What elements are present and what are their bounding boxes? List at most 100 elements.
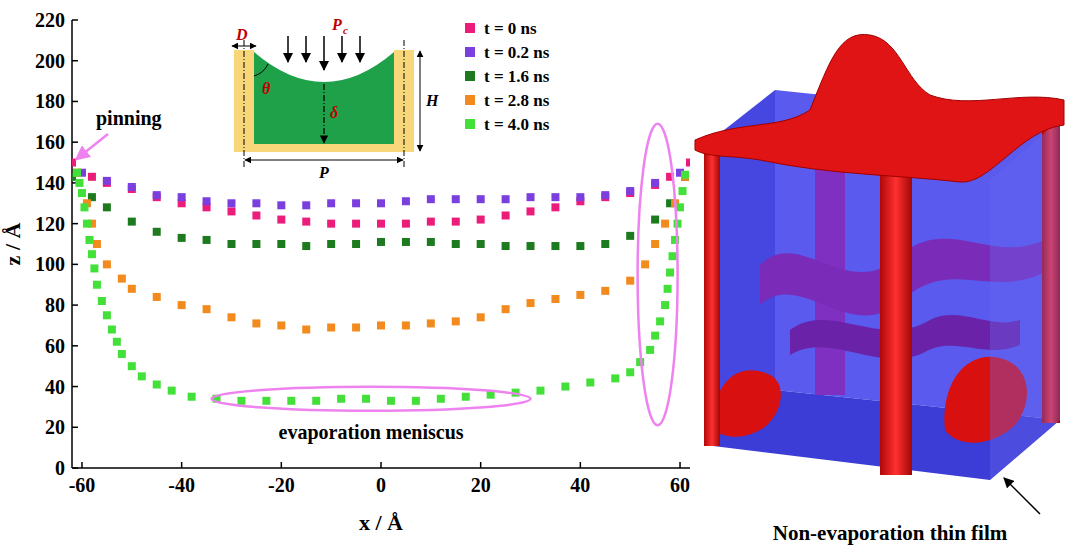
point (262, 397, 270, 405)
point (651, 240, 659, 248)
point (113, 338, 121, 346)
y-tick-label: 140 (35, 172, 65, 194)
point (664, 285, 672, 293)
series (73, 169, 689, 405)
point (203, 236, 211, 244)
point (576, 193, 584, 201)
point (85, 236, 93, 244)
point (83, 220, 91, 228)
point (352, 220, 360, 228)
point (227, 313, 235, 321)
point (452, 195, 460, 203)
point (551, 242, 559, 250)
pressure-arrow (341, 36, 343, 62)
point (277, 201, 285, 209)
point (377, 321, 385, 329)
point (203, 305, 211, 313)
point (651, 179, 659, 187)
x-tick-label: 40 (570, 474, 590, 496)
base (234, 144, 414, 152)
y-tick (72, 264, 78, 266)
point (138, 372, 146, 380)
x-tick (480, 462, 482, 468)
point (302, 218, 310, 226)
legend-label: t = 1.6 ns (484, 67, 550, 86)
point (327, 199, 335, 207)
legend-label: t = 0 ns (484, 19, 537, 38)
point (502, 242, 510, 250)
point (626, 232, 634, 240)
legend-label: t = 0.2 ns (484, 43, 550, 62)
point (452, 317, 460, 325)
point (427, 218, 435, 226)
point (666, 269, 674, 277)
point (676, 203, 684, 211)
depth-arrow (323, 84, 324, 143)
angle-arc (254, 64, 268, 76)
point (128, 218, 136, 226)
point (402, 197, 410, 205)
x-tick (580, 462, 582, 468)
point (669, 252, 677, 260)
point (73, 169, 81, 177)
point (576, 291, 584, 299)
point (427, 238, 435, 246)
point (377, 199, 385, 207)
x-tick-label: -20 (268, 474, 295, 496)
point (626, 277, 634, 285)
point (681, 171, 689, 179)
point (551, 193, 559, 201)
x-tick-label: 60 (670, 474, 690, 496)
y-tick-label: 160 (35, 131, 65, 153)
point (551, 295, 559, 303)
point (377, 238, 385, 246)
legend-marker (465, 47, 475, 57)
point (88, 250, 96, 258)
y-tick-label: 120 (35, 213, 65, 235)
x-tick (181, 462, 183, 468)
point (93, 240, 101, 248)
y-tick-label: 40 (45, 376, 65, 398)
point (128, 362, 136, 370)
point (477, 195, 485, 203)
point (118, 275, 126, 283)
point (601, 191, 609, 199)
pillar (704, 140, 720, 446)
y-tick-label: 80 (45, 294, 65, 316)
inset-label: δ (330, 104, 338, 121)
point (551, 203, 559, 211)
point (402, 321, 410, 329)
point (252, 199, 260, 207)
point (641, 260, 649, 268)
dim-arrow (232, 46, 256, 47)
inset-label: H (425, 92, 439, 109)
y-axis (71, 20, 73, 468)
point (178, 301, 186, 309)
point (312, 397, 320, 405)
top-surface (695, 34, 1064, 182)
point (427, 319, 435, 327)
y-tick (72, 304, 78, 306)
point (656, 317, 664, 325)
point (237, 397, 245, 405)
point (108, 326, 116, 334)
y-tick-label: 0 (55, 457, 65, 479)
point (327, 240, 335, 248)
render: Non-evaporation thin film (695, 34, 1064, 545)
point (527, 242, 535, 250)
point (679, 187, 687, 195)
series (73, 169, 689, 334)
point (78, 189, 86, 197)
y-tick (72, 101, 78, 103)
pressure-arrow (323, 36, 325, 70)
point (103, 311, 111, 319)
x-tick (81, 462, 83, 468)
pressure-arrow (287, 36, 289, 62)
point (227, 207, 235, 215)
point (651, 332, 659, 340)
point (153, 191, 161, 199)
pressure-arrow (305, 36, 307, 62)
point (352, 323, 360, 331)
point (128, 183, 136, 191)
point (626, 187, 634, 195)
